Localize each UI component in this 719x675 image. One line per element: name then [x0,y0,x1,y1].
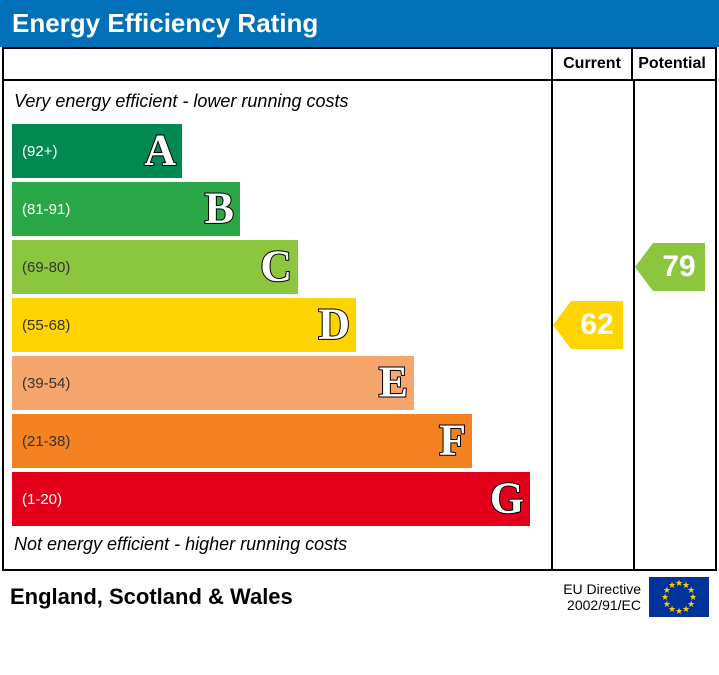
band-bar-c: (69-80) C [12,240,298,294]
header-row: Current Potential [4,49,715,81]
band-bar-g: (1-20) G [12,472,530,526]
directive-line1: EU Directive [563,581,641,597]
eu-star-icon: ★ [682,604,690,615]
pointer-value: 79 [653,243,705,291]
pointer-value: 62 [571,301,623,349]
pointer-current: 62 [553,301,623,349]
footer-region: England, Scotland & Wales [10,584,563,610]
band-row-g: (1-20) G [12,472,551,526]
footer-directive: EU Directive 2002/91/EC [563,581,641,613]
title-bar: Energy Efficiency Rating [0,0,719,47]
band-letter-b: B [205,182,234,233]
eu-star-icon: ★ [675,606,683,617]
band-bar-d: (55-68) D [12,298,356,352]
band-range-label: (21-38) [22,433,70,450]
band-row-d: (55-68) D [12,298,551,352]
chart-body: Very energy efficient - lower running co… [4,81,715,569]
band-range-label: (39-54) [22,375,70,392]
band-letter-a: A [144,124,176,175]
band-range-label: (1-20) [22,491,62,508]
bands-area: Very energy efficient - lower running co… [4,81,551,569]
band-letter-c: C [260,240,292,291]
pointer-potential: 79 [635,243,705,291]
directive-line2: 2002/91/EC [567,597,641,613]
band-bar-e: (39-54) E [12,356,414,410]
chart-frame: Current Potential Very energy efficient … [2,47,717,571]
band-letter-f: F [439,414,466,465]
header-potential: Potential [631,49,711,79]
band-range-label: (92+) [22,143,57,160]
band-letter-e: E [379,356,408,407]
caption-top: Very energy efficient - lower running co… [4,87,551,120]
pointer-arrow-icon [635,243,653,291]
band-range-label: (55-68) [22,317,70,334]
band-letter-d: D [318,298,350,349]
band-row-c: (69-80) C [12,240,551,294]
divider-potential [633,81,635,569]
header-spacer [4,49,551,79]
band-bar-a: (92+) A [12,124,182,178]
epc-container: Energy Efficiency Rating Current Potenti… [0,0,719,625]
pointer-arrow-icon [553,301,571,349]
band-letter-g: G [490,472,524,523]
band-row-f: (21-38) F [12,414,551,468]
footer: England, Scotland & Wales EU Directive 2… [0,571,719,625]
eu-flag-icon: ★★★★★★★★★★★★ [649,577,709,617]
band-range-label: (69-80) [22,259,70,276]
band-row-b: (81-91) B [12,182,551,236]
band-range-label: (81-91) [22,201,70,218]
band-row-a: (92+) A [12,124,551,178]
band-bar-b: (81-91) B [12,182,240,236]
band-row-e: (39-54) E [12,356,551,410]
caption-bottom: Not energy efficient - higher running co… [4,530,551,563]
header-current: Current [551,49,631,79]
band-bar-f: (21-38) F [12,414,472,468]
eu-star-icon: ★ [668,580,676,591]
